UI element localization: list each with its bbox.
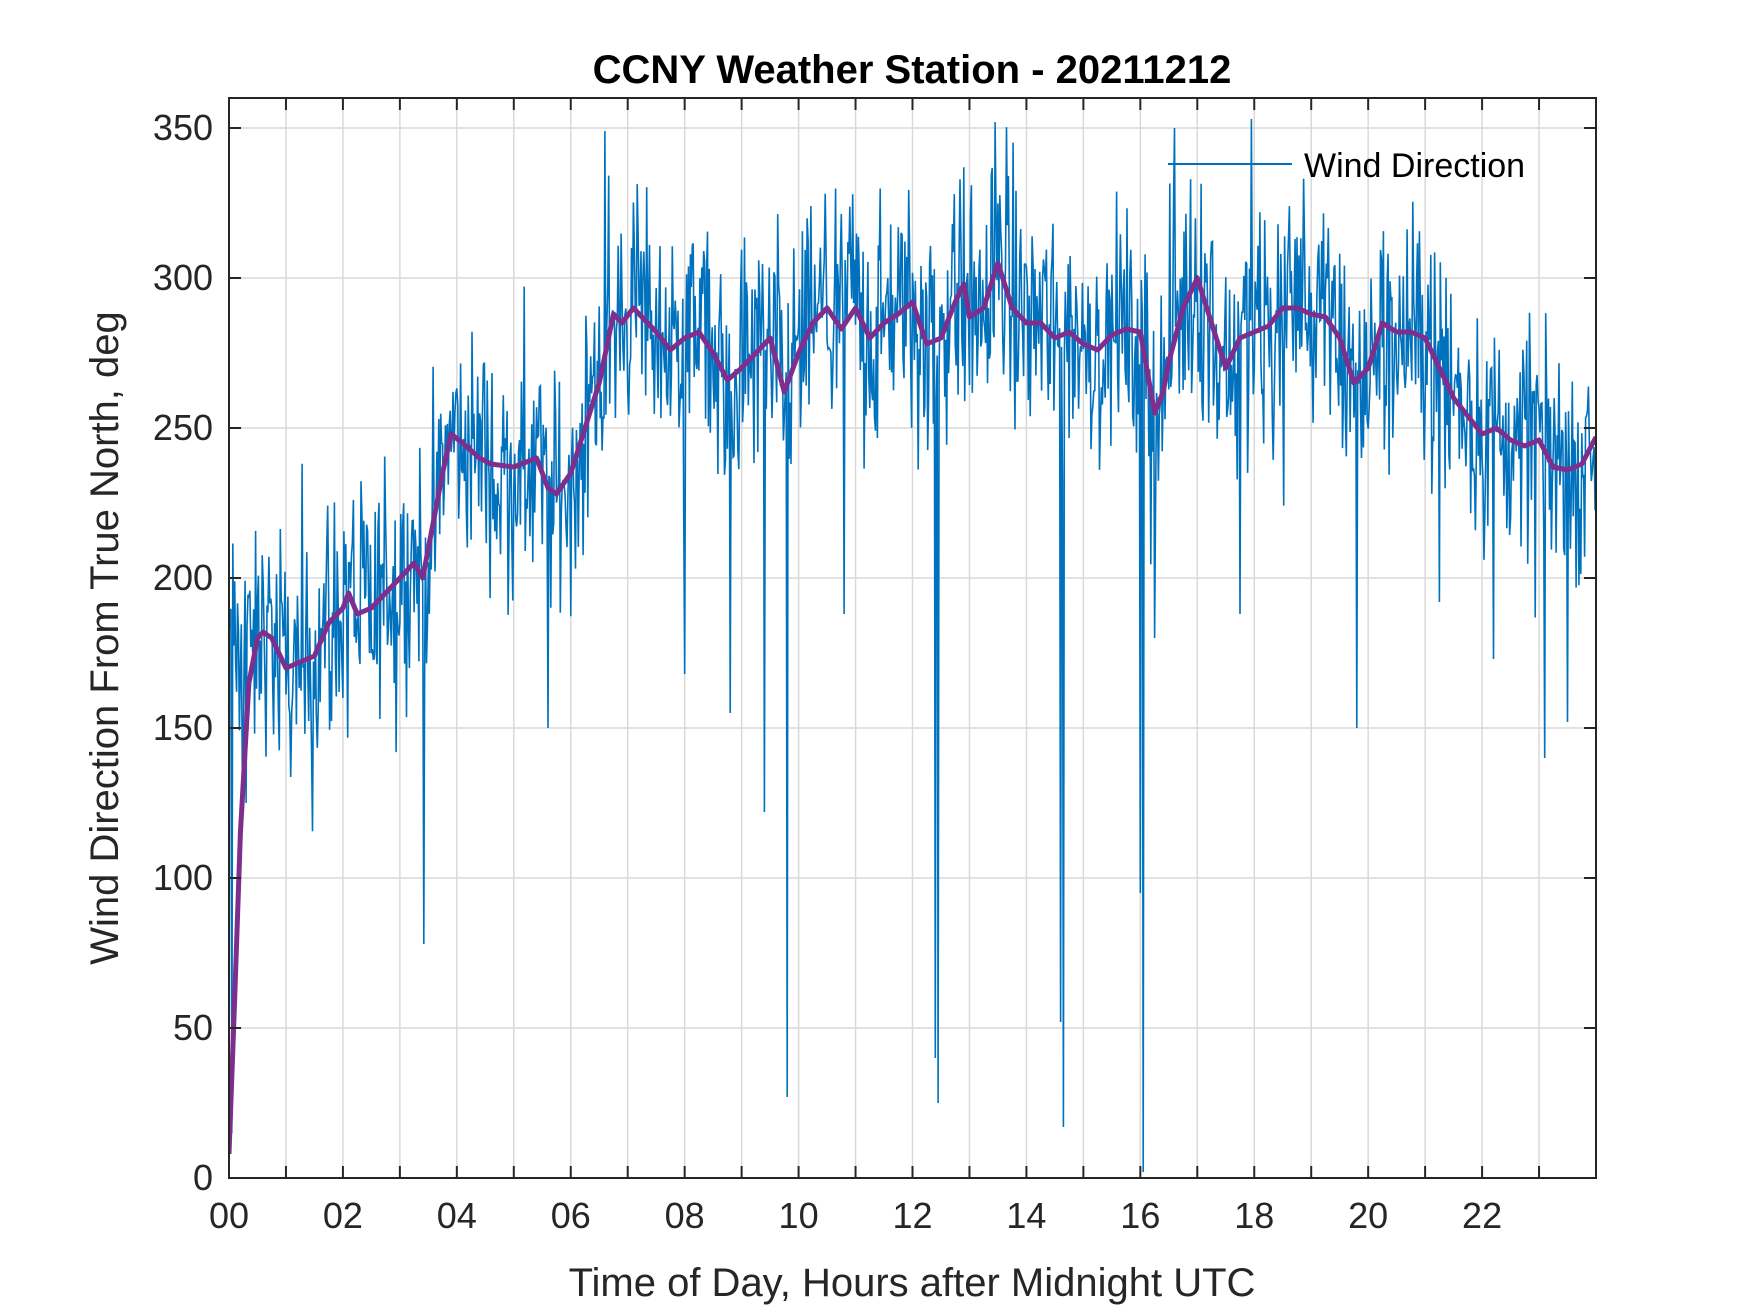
legend: Wind Direction [1168,147,1525,185]
x-tick-label-08: 08 [665,1195,705,1236]
x-tick-label-06: 06 [551,1195,591,1236]
x-tick-label-04: 04 [437,1195,477,1236]
x-tick-label-18: 18 [1234,1195,1274,1236]
y-tick-label-300: 300 [153,257,213,298]
series-wind-direction-line [229,118,1596,1173]
y-axis-label: Wind Direction From True North, deg [83,311,127,965]
x-tick-label-12: 12 [892,1195,932,1236]
x-tick-label-20: 20 [1348,1195,1388,1236]
x-tick-label-02: 02 [323,1195,363,1236]
x-tick-labels: 00 02 04 06 08 10 12 14 16 18 20 22 [209,1195,1502,1236]
series-smoothed-wind-direction-line [229,260,1596,1155]
y-tick-label-350: 350 [153,107,213,148]
x-axis-label: Time of Day, Hours after Midnight UTC [569,1261,1256,1305]
y-tick-label-200: 200 [153,557,213,598]
x-tick-label-10: 10 [779,1195,819,1236]
y-tick-label-0: 0 [193,1157,213,1198]
x-tick-label-14: 14 [1006,1195,1046,1236]
x-tick-label-22: 22 [1462,1195,1502,1236]
y-tick-labels: 0 50 100 150 200 250 300 350 [153,107,213,1198]
y-tick-label-100: 100 [153,857,213,898]
legend-label-wind-direction: Wind Direction [1304,147,1525,185]
x-tick-label-16: 16 [1120,1195,1160,1236]
chart-title: CCNY Weather Station - 20211212 [593,48,1232,92]
y-tick-label-50: 50 [173,1007,213,1048]
y-tick-label-150: 150 [153,707,213,748]
plot-clip-group [229,118,1596,1173]
x-tick-label-00: 00 [209,1195,249,1236]
y-tick-label-250: 250 [153,407,213,448]
axis-ticks [229,98,1596,1179]
